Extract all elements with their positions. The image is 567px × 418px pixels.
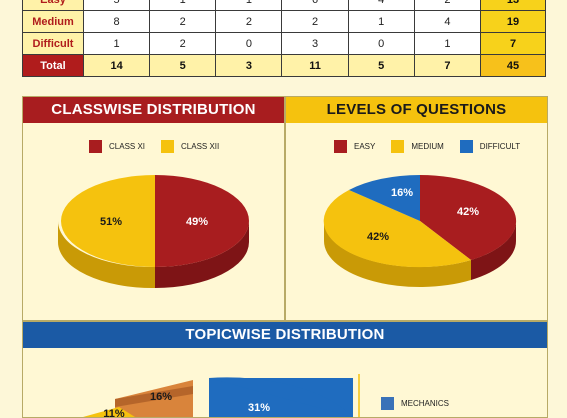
legend-label: EASY [354, 142, 376, 151]
table-cell: 2 [149, 32, 217, 55]
classwise-legend: CLASS XI CLASS XII [89, 140, 219, 153]
table-cell: 0 [347, 32, 415, 55]
table-cell: 5 [347, 54, 415, 77]
table-row: Easy 5 1 1 6 4 2 13 [22, 0, 546, 11]
pie-slice-class-xii [57, 175, 155, 289]
row-label: Total [22, 54, 84, 77]
table-cell: 11 [281, 54, 349, 77]
levels-panel: LEVELS OF QUESTIONS EASY MEDIUM DIFFICUL… [285, 96, 548, 321]
table-cell: 1 [347, 10, 415, 33]
pie-slice-difficult [349, 174, 420, 221]
table-cell: 14 [82, 54, 151, 77]
legend-label: MECHANICS [401, 399, 450, 408]
table-cell: 1 [413, 32, 482, 55]
levels-pie: 42% 42% 16% [323, 174, 517, 288]
grand-total: 45 [480, 54, 546, 77]
table-cell: 3 [215, 54, 283, 77]
topicwise-panel: TOPICWISE DISTRIBUTION 31% 16% 11% MECHA… [22, 321, 548, 418]
row-label: Difficult [22, 32, 84, 55]
topicwise-legend: MECHANICS [381, 397, 449, 410]
legend-swatch [381, 397, 394, 410]
pie-side-easy [471, 221, 516, 280]
table-cell: 4 [347, 0, 415, 11]
table-cell: 1 [149, 0, 217, 11]
legend-swatch [161, 140, 175, 153]
table-cell: 7 [413, 54, 482, 77]
table-cell: 1 [82, 32, 151, 55]
table-cell: 2 [215, 10, 283, 33]
pie-side-orange [115, 386, 193, 407]
pie-label: 16% [391, 187, 413, 199]
classwise-pie: 49% 51% [57, 175, 249, 289]
legend-swatch [334, 140, 347, 153]
legend-label: MEDIUM [411, 142, 444, 151]
pie-slice-medium [323, 190, 471, 268]
table-cell: 8 [82, 10, 151, 33]
pie-slice-class-xi [155, 175, 249, 288]
pie-slice-easy [420, 174, 517, 260]
row-label: Medium [22, 10, 84, 33]
summary-table: Easy 5 1 1 6 4 2 13 Medium 8 2 2 2 1 4 1… [22, 0, 546, 77]
row-total: 7 [480, 32, 546, 55]
row-total: 13 [480, 0, 546, 11]
table-row-total: Total 14 5 3 11 5 7 45 [22, 54, 546, 77]
row-total: 19 [480, 10, 546, 33]
classwise-title: CLASSWISE DISTRIBUTION [23, 97, 284, 123]
table-cell: 2 [281, 10, 349, 33]
table-cell: 0 [215, 32, 283, 55]
pie-label: 42% [367, 231, 389, 243]
levels-legend: EASY MEDIUM DIFFICULT [334, 140, 520, 153]
legend-swatch [459, 140, 473, 153]
pie-side-medium [324, 221, 471, 288]
pie-label: 42% [457, 206, 479, 218]
table-cell: 3 [281, 32, 349, 55]
table-cell: 2 [413, 0, 482, 11]
levels-title: LEVELS OF QUESTIONS [286, 97, 547, 123]
classwise-panel: CLASSWISE DISTRIBUTION CLASS XI CLASS XI… [22, 96, 285, 321]
legend-label: DIFFICULT [479, 142, 521, 151]
table-cell: 5 [82, 0, 151, 11]
legend-swatch [391, 140, 405, 153]
table-cell: 2 [149, 10, 217, 33]
pie-label: 31% [248, 402, 270, 414]
topicwise-title: TOPICWISE DISTRIBUTION [23, 322, 547, 348]
topicwise-pie: 31% 16% 11% [83, 374, 360, 417]
pie-label: 16% [150, 391, 172, 403]
table-row: Medium 8 2 2 2 1 4 19 [22, 10, 546, 33]
legend-label: CLASS XII [181, 142, 220, 151]
pie-label: 11% [103, 408, 125, 417]
legend-swatch [89, 140, 102, 153]
table-row: Difficult 1 2 0 3 0 1 7 [22, 32, 546, 55]
pie-label: 51% [100, 216, 122, 228]
table-cell: 6 [281, 0, 349, 11]
table-cell: 5 [149, 54, 217, 77]
legend-label: CLASS XI [109, 142, 146, 151]
pie-slice-mechanics-arc [209, 377, 353, 417]
table-cell: 4 [413, 10, 482, 33]
pie-label: 49% [186, 216, 208, 228]
table-cell: 1 [215, 0, 283, 11]
row-label: Easy [22, 0, 84, 11]
